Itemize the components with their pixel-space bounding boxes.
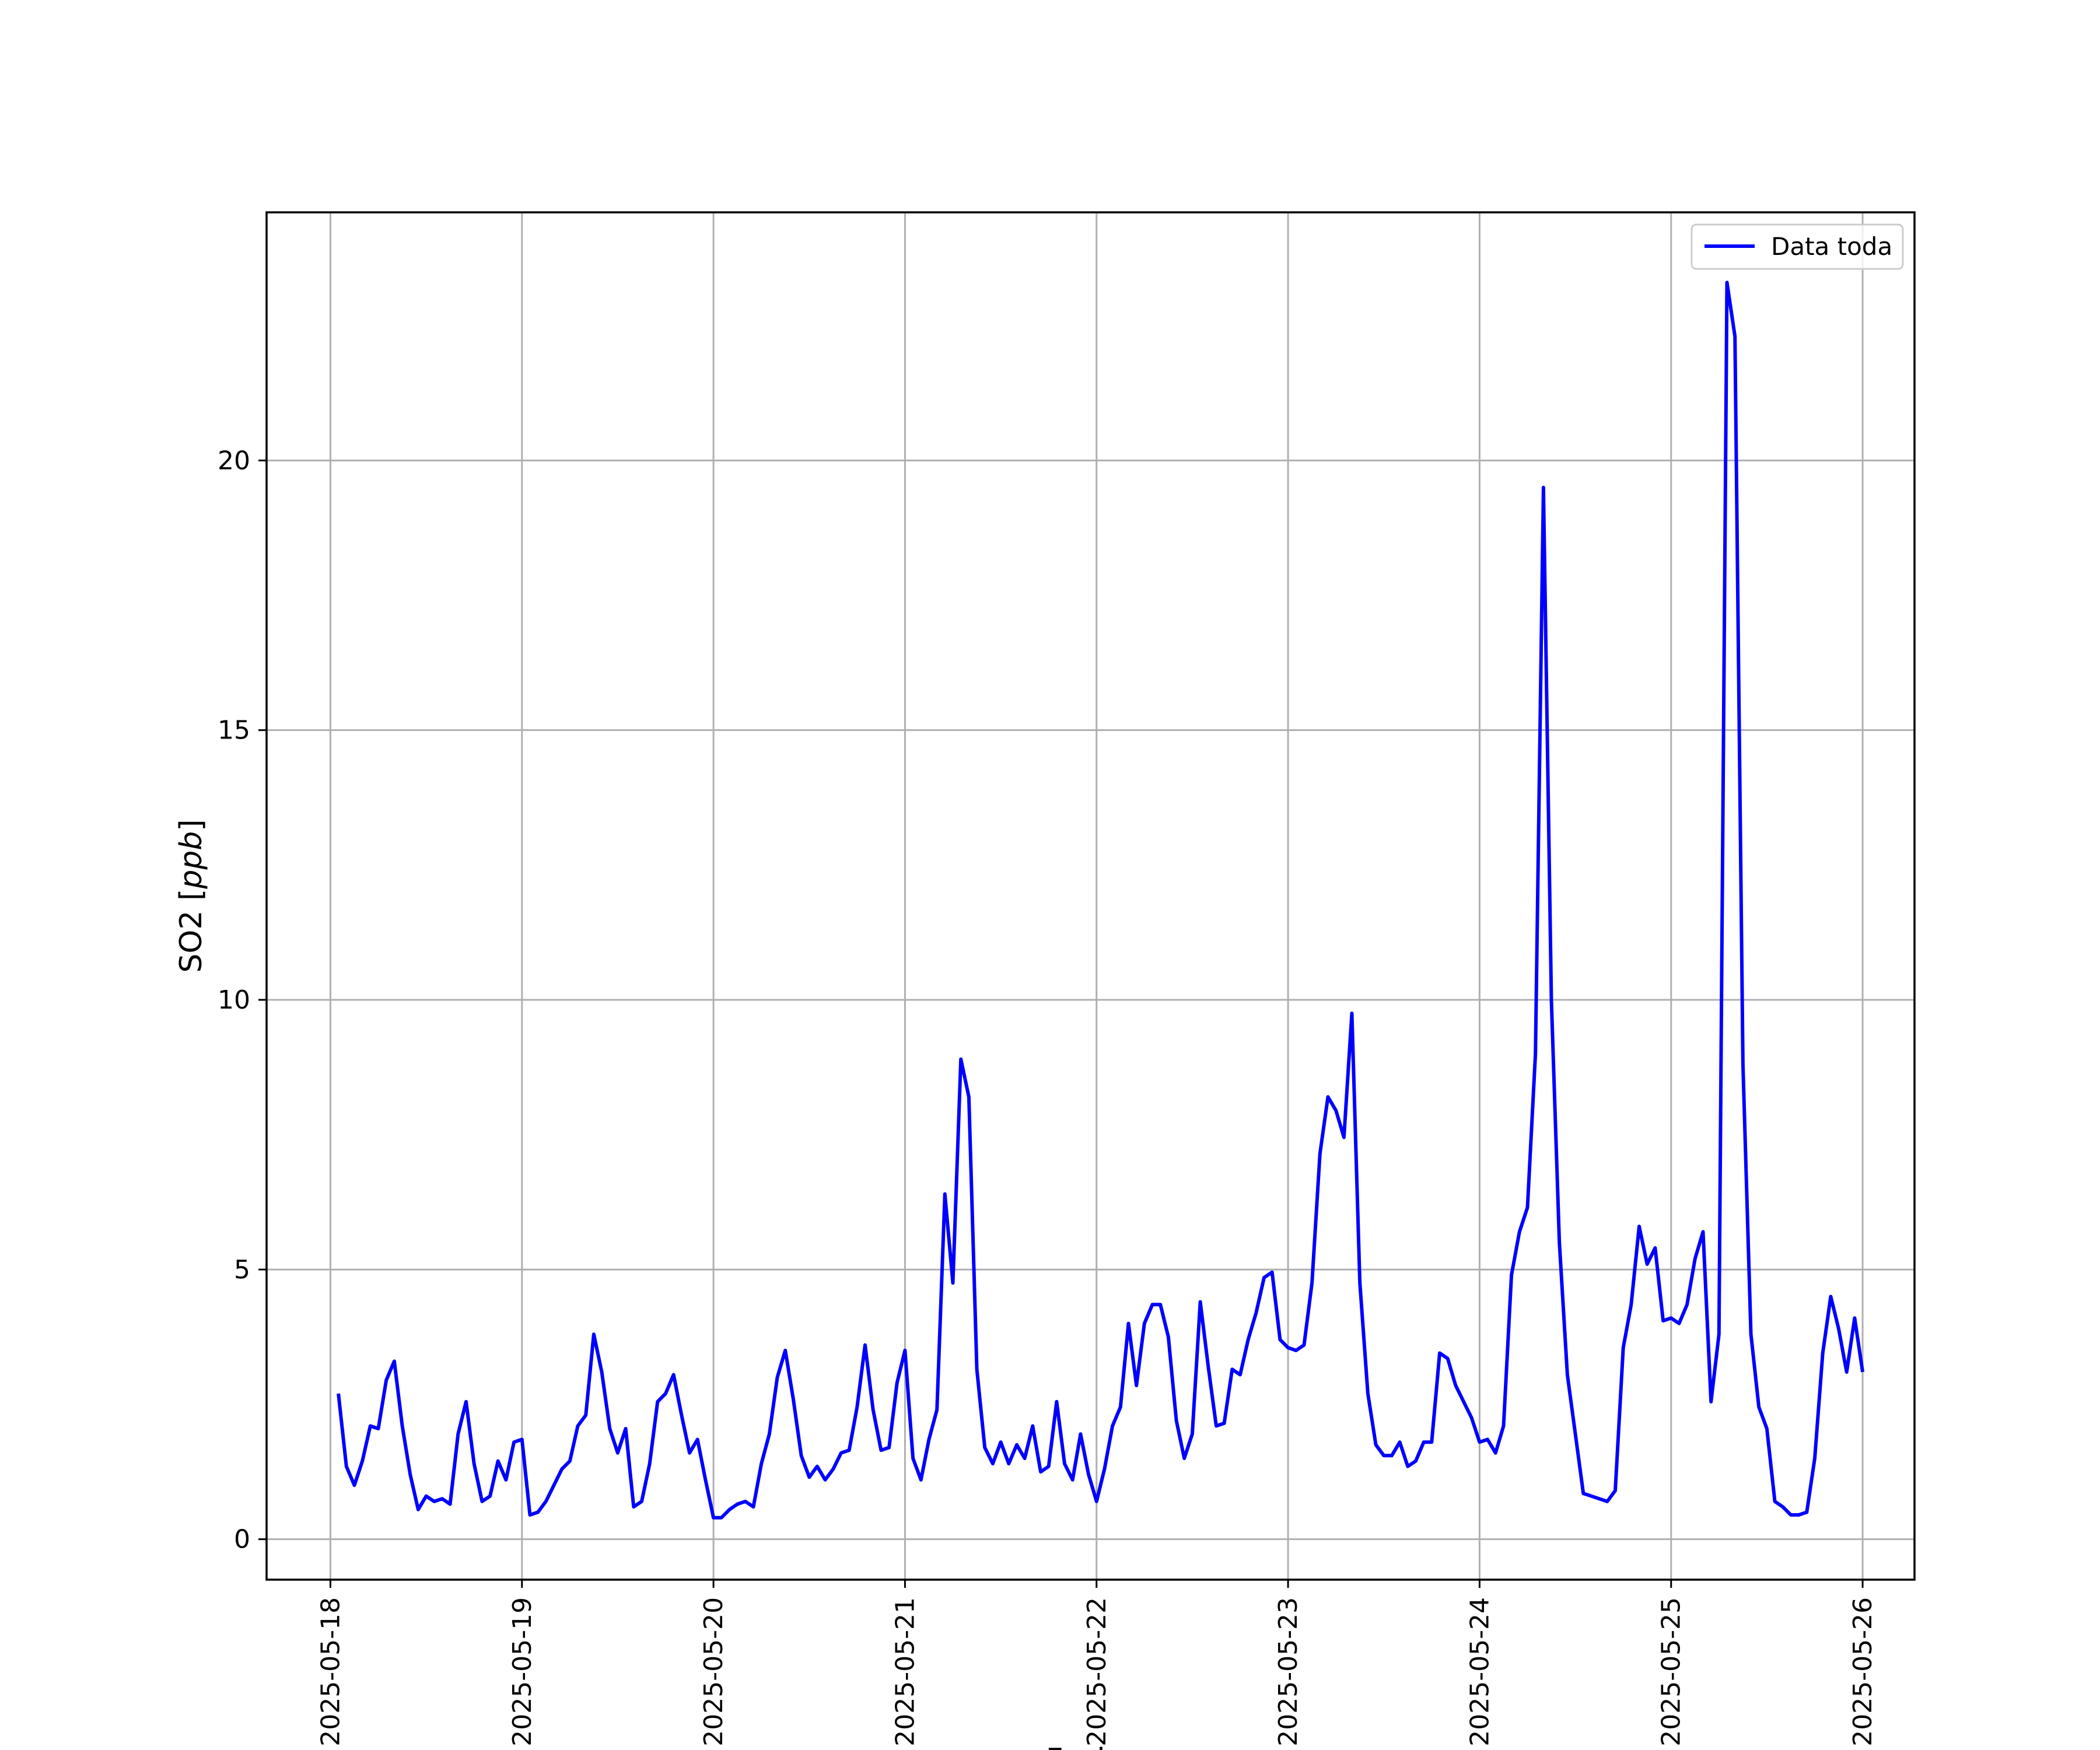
grid-lines xyxy=(267,212,1915,1580)
series-layer xyxy=(337,281,1865,1520)
y-tick-label: 10 xyxy=(218,985,250,1015)
x-tick-label: 2025-05-23 xyxy=(1273,1597,1303,1746)
y-tick-label: 15 xyxy=(218,716,250,746)
x-tick-label: 2025-05-25 xyxy=(1657,1597,1686,1746)
x-axis-ticks: 2025-05-18 2025-05-19 2025-05-20 2025-05-21… xyxy=(316,1580,1878,1746)
y-tick-label: 20 xyxy=(218,446,250,475)
y-axis-label-unit: ppb xyxy=(174,831,209,890)
x-tick-label: 2025-05-20 xyxy=(699,1597,729,1746)
y-tick-label: 0 xyxy=(234,1525,250,1555)
y-tick-label: 5 xyxy=(234,1255,250,1284)
x-axis-label: Fecha xyxy=(1046,1742,1135,1750)
legend-box xyxy=(1690,223,1904,270)
series-line-data-toda xyxy=(337,281,1865,1520)
plot-area-frame xyxy=(265,211,1916,1581)
y-axis-label: SO2 [ppb] xyxy=(174,819,209,972)
legend-label-data-toda: Data toda xyxy=(1771,232,1892,261)
x-tick-label: 2025-05-24 xyxy=(1465,1597,1494,1746)
y-axis-label-prefix: SO2 [ xyxy=(174,889,209,973)
y-axis-ticks: 0 5 10 15 20 xyxy=(218,446,267,1555)
x-tick-label: 2025-05-19 xyxy=(508,1597,537,1746)
y-axis-label-suffix: ] xyxy=(174,819,209,831)
x-tick-label: 2025-05-18 xyxy=(316,1597,345,1746)
legend: Data toda xyxy=(1690,223,1904,270)
x-tick-label: 2025-05-26 xyxy=(1848,1597,1878,1746)
x-tick-label: 2025-05-21 xyxy=(890,1597,920,1746)
x-tick-label: 2025-05-22 xyxy=(1082,1597,1112,1746)
